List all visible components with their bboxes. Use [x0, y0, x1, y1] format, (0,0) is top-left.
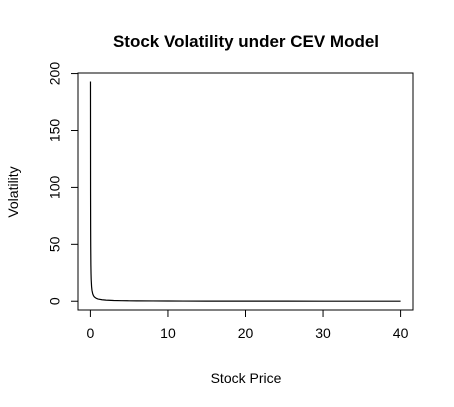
x-tick-label: 30	[315, 325, 331, 341]
y-axis-label: Volatility	[5, 166, 21, 217]
x-axis-label: Stock Price	[211, 370, 282, 386]
x-tick-label: 0	[87, 325, 95, 341]
series-layer	[89, 81, 401, 302]
series-line	[89, 81, 401, 302]
x-tick-label: 20	[238, 325, 254, 341]
y-tick-label: 100	[47, 176, 63, 200]
chart-title: Stock Volatility under CEV Model	[113, 32, 379, 51]
plot-frame	[77, 72, 414, 311]
y-tick-label: 200	[47, 62, 63, 86]
y-tick-label: 50	[47, 236, 63, 252]
x-axis: 0 10 20 30 40	[87, 309, 409, 341]
y-axis: 0 50 100 150 200	[47, 62, 79, 305]
y-tick-label: 150	[47, 119, 63, 143]
y-tick-label: 0	[47, 297, 63, 305]
x-tick-label: 10	[160, 325, 176, 341]
x-tick-label: 40	[393, 325, 409, 341]
